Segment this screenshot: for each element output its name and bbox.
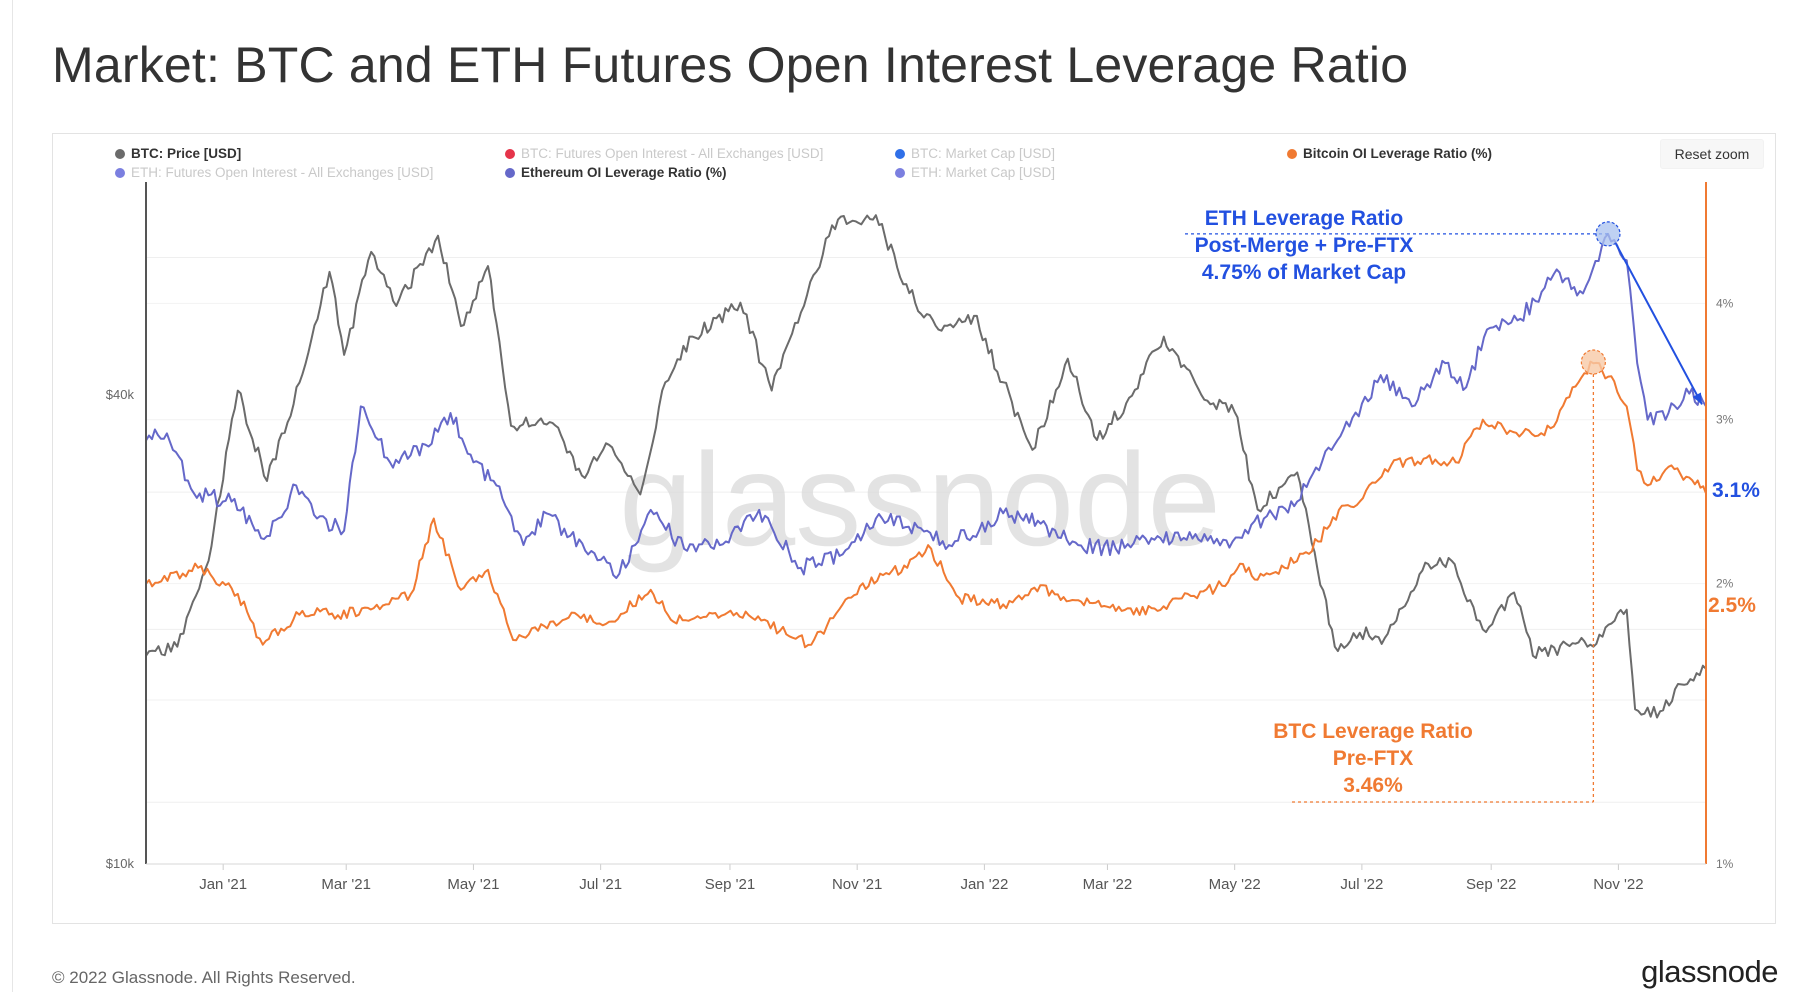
eth-annotation-line: ETH Leverage Ratio [1205,207,1403,230]
btc-annotation-line: BTC Leverage Ratio [1273,720,1473,743]
legend-item-btc-market-cap[interactable]: BTC: Market Cap [USD] [895,146,1055,161]
btc-annotation-line: 3.46% [1343,774,1403,797]
x-tick-label: Jan '22 [960,876,1008,893]
x-tick-label: Mar '22 [1083,876,1133,893]
x-tick-label: Sep '22 [1466,876,1516,893]
x-tick-label: Jul '22 [1340,876,1383,893]
legend-item-btc-leverage[interactable]: Bitcoin OI Leverage Ratio (%) [1287,146,1492,161]
legend-dot [1287,148,1297,159]
eth-peak-marker [1595,221,1621,247]
grid-lines [146,257,1706,803]
legend-item-eth-futures-oi[interactable]: ETH: Futures Open Interest - All Exchang… [115,165,433,180]
annotations: ETH Leverage Ratio Post-Merge + Pre-FTX 4.… [1185,207,1760,803]
x-tick-label: Mar '21 [321,876,371,893]
legend-dot [505,167,515,178]
eth-arrow-line [1615,243,1703,405]
btc-end-value-label: 2.5% [1708,594,1756,617]
x-tick-label: Jul '21 [579,876,622,893]
legend-item-eth-market-cap[interactable]: ETH: Market Cap [USD] [895,165,1055,180]
x-tick-label: May '22 [1209,876,1261,893]
eth-end-value-label: 3.1% [1712,479,1760,502]
x-tick-label: May '21 [447,876,499,893]
y-right-tick-label: 3% [1716,413,1734,427]
x-tick-label: Sep '21 [705,876,755,893]
series-line-btc-price [145,214,1707,719]
watermark: glassnode [619,426,1221,573]
btc-annotation-line: Pre-FTX [1333,747,1414,770]
btc-peak-marker [1580,349,1606,375]
y-left-tick-label: $40k [106,387,135,402]
legend-dot [115,167,125,178]
legend-item-btc-futures-oi[interactable]: BTC: Futures Open Interest - All Exchang… [505,146,823,161]
axes [145,182,1707,865]
chart-legend: BTC: Price [USD] BTC: Futures Open Inter… [115,146,1535,186]
copyright-notice: © 2022 Glassnode. All Rights Reserved. [52,968,356,987]
y-left-tick-label: $10k [106,856,135,871]
series-lines [145,214,1707,719]
eth-annotation-line: 4.75% of Market Cap [1202,261,1406,284]
x-tick-label: Nov '21 [832,876,882,893]
page-title: Market: BTC and ETH Futures Open Interes… [52,37,1409,93]
y-right-tick-label: 2% [1716,577,1734,591]
y-right-tick-label: 1% [1716,857,1734,871]
x-tick-label: Nov '22 [1593,876,1643,893]
eth-arrow-head [1692,392,1702,405]
legend-dot [115,148,125,159]
eth-annotation-line: Post-Merge + Pre-FTX [1195,234,1414,257]
page-left-rule [12,0,13,992]
reset-zoom-button[interactable]: Reset zoom [1660,139,1764,169]
legend-dot [895,148,905,159]
brand-logo-text: glassnode [1641,954,1778,989]
axis-ticks: $10k $40k 1% 2% 3% 4% Jan '21 Mar '21 May '21 Jul… [106,296,1734,893]
legend-dot [895,167,905,178]
legend-dot [505,148,515,159]
y-right-tick-label: 4% [1716,296,1734,310]
series-line-btc-leverage [145,360,1707,649]
x-tick-label: Jan '21 [199,876,247,893]
chart-frame [52,133,1776,924]
legend-item-btc-price[interactable]: BTC: Price [USD] [115,146,241,161]
series-line-eth-leverage [145,232,1707,580]
legend-item-eth-leverage[interactable]: Ethereum OI Leverage Ratio (%) [505,165,727,180]
